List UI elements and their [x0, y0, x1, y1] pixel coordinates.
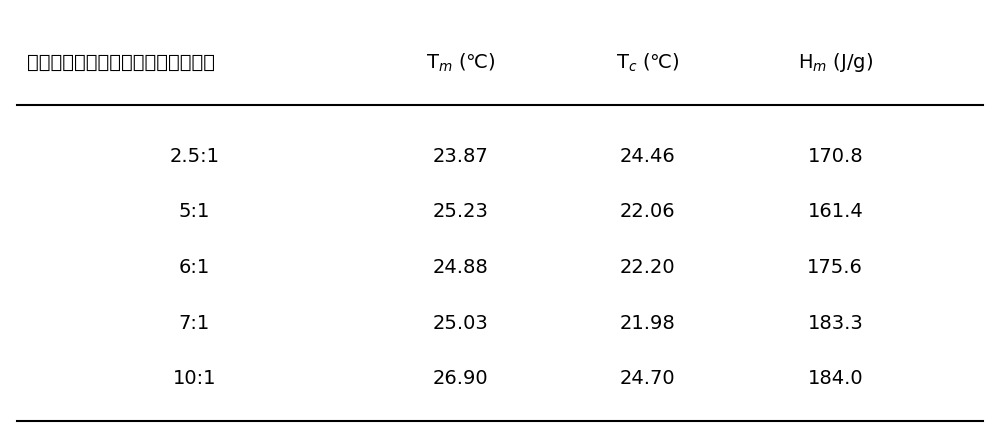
Text: 25.03: 25.03: [433, 314, 488, 333]
Text: 7:1: 7:1: [179, 314, 210, 333]
Text: 23.87: 23.87: [433, 147, 488, 166]
Text: 25.23: 25.23: [433, 202, 488, 221]
Text: 22.20: 22.20: [620, 258, 676, 277]
Text: 183.3: 183.3: [807, 314, 863, 333]
Text: 24.70: 24.70: [620, 369, 676, 388]
Text: 26.90: 26.90: [433, 369, 488, 388]
Text: 饱和脂肪酸甲酯：十六醇（质量比）: 饱和脂肪酸甲酯：十六醇（质量比）: [27, 53, 215, 72]
Text: T$_m$ (℃): T$_m$ (℃): [426, 51, 495, 74]
Text: 10:1: 10:1: [173, 369, 216, 388]
Text: 21.98: 21.98: [620, 314, 676, 333]
Text: 6:1: 6:1: [179, 258, 210, 277]
Text: 161.4: 161.4: [807, 202, 863, 221]
Text: 22.06: 22.06: [620, 202, 676, 221]
Text: 5:1: 5:1: [179, 202, 210, 221]
Text: H$_m$ (J/g): H$_m$ (J/g): [798, 51, 873, 74]
Text: 24.88: 24.88: [433, 258, 488, 277]
Text: 2.5:1: 2.5:1: [169, 147, 219, 166]
Text: 175.6: 175.6: [807, 258, 863, 277]
Text: 170.8: 170.8: [807, 147, 863, 166]
Text: 24.46: 24.46: [620, 147, 676, 166]
Text: 184.0: 184.0: [807, 369, 863, 388]
Text: T$_c$ (℃): T$_c$ (℃): [616, 51, 680, 74]
